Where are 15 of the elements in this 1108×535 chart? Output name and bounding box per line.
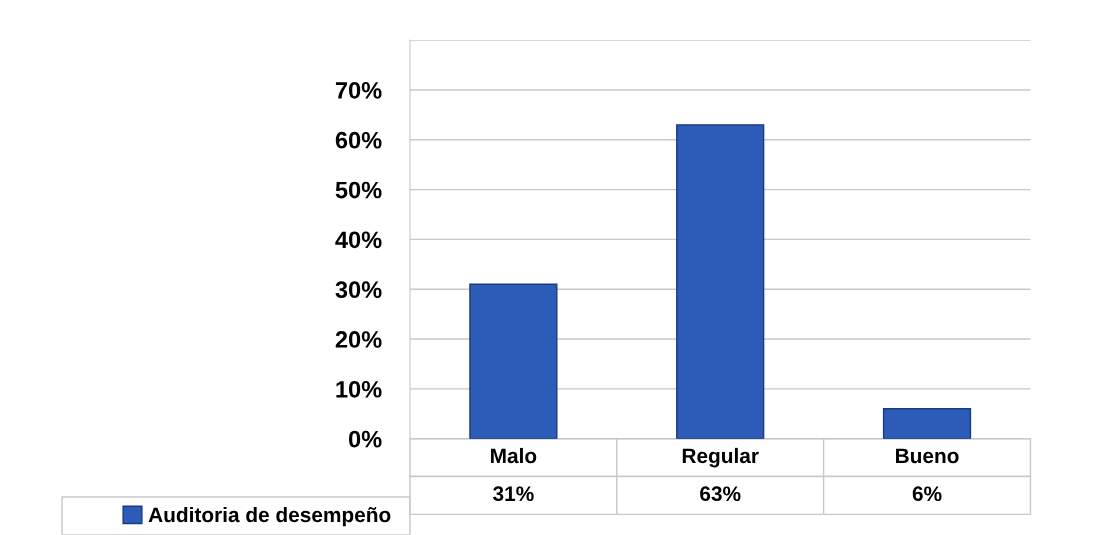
y-tick-label: 20% — [335, 331, 382, 348]
x-tick-label: Regular — [682, 447, 759, 468]
x-tick-label: Bueno — [896, 448, 959, 464]
y-tick-label: 70% — [335, 82, 382, 99]
legend-label: Auditoria de desempeño — [148, 506, 391, 527]
y-tick-label: 0% — [348, 430, 382, 448]
y-tick-label: 40% — [335, 231, 382, 249]
y-tick-label: 50% — [335, 181, 382, 199]
data-label: 6% — [912, 486, 942, 502]
data-label: 63% — [700, 486, 741, 502]
y-tick-label: 60% — [335, 131, 382, 149]
y-tick-label: 10% — [336, 380, 382, 398]
data-label: 31% — [493, 486, 534, 502]
y-tick-label: 30% — [335, 281, 382, 299]
x-tick-label: Malo — [491, 447, 537, 464]
